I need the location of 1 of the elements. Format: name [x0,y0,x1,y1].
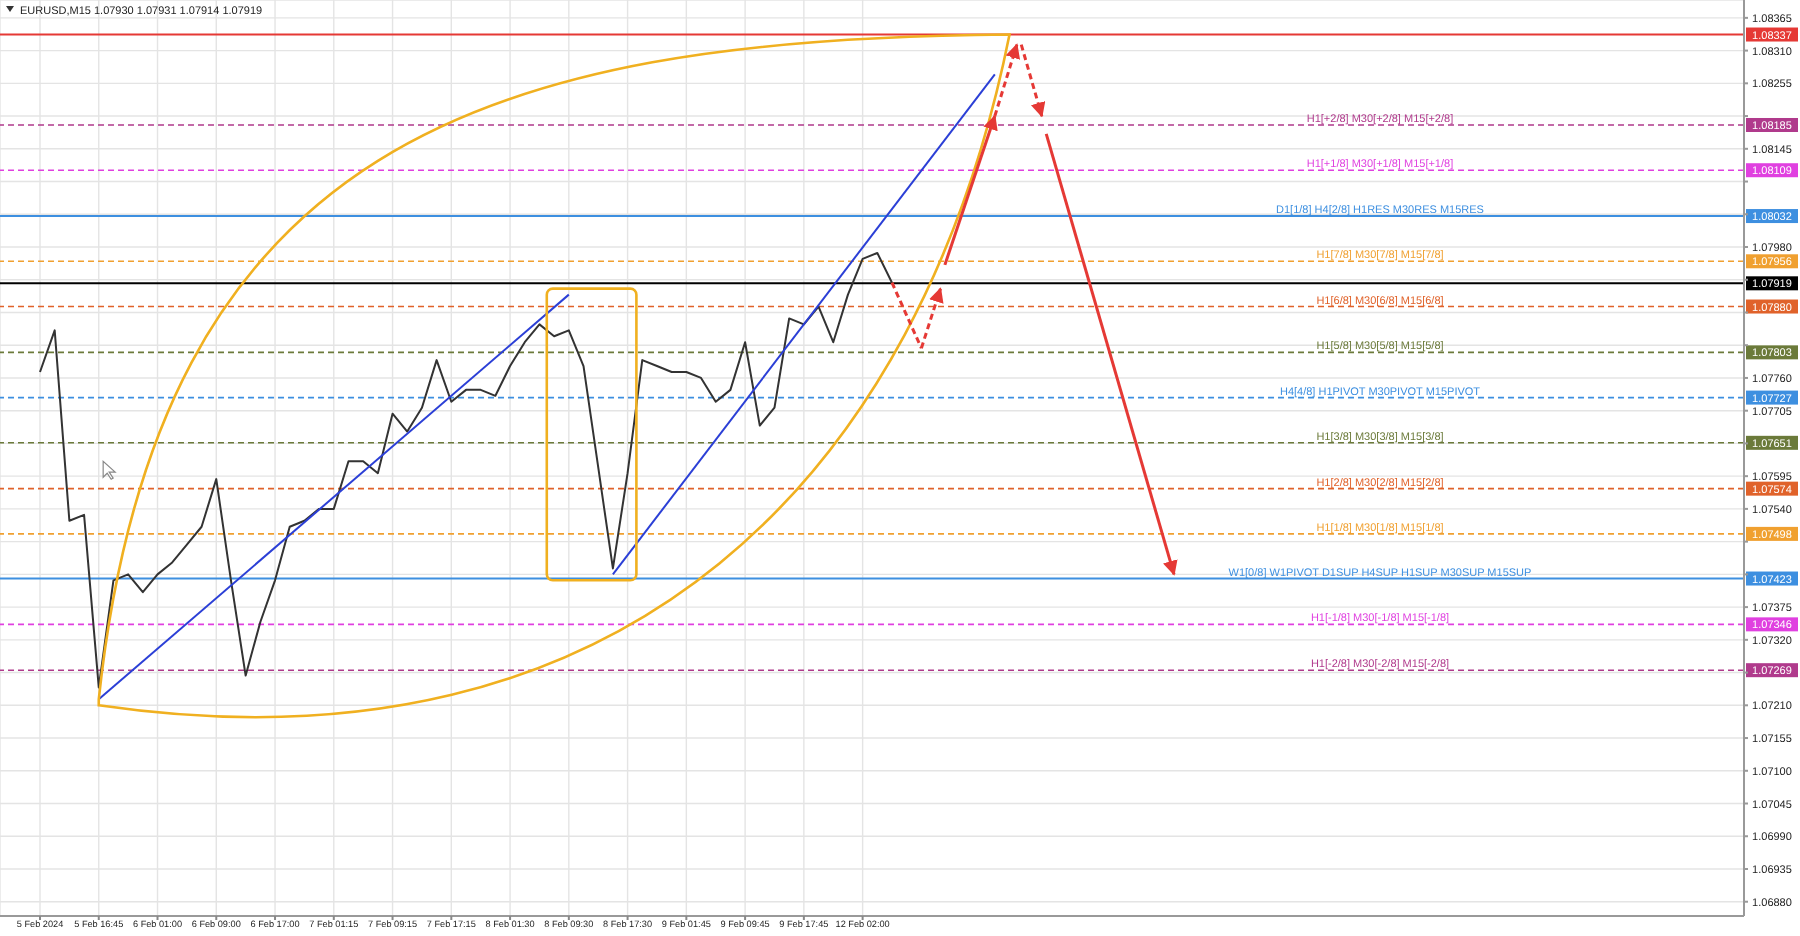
line-series [39,251,893,689]
